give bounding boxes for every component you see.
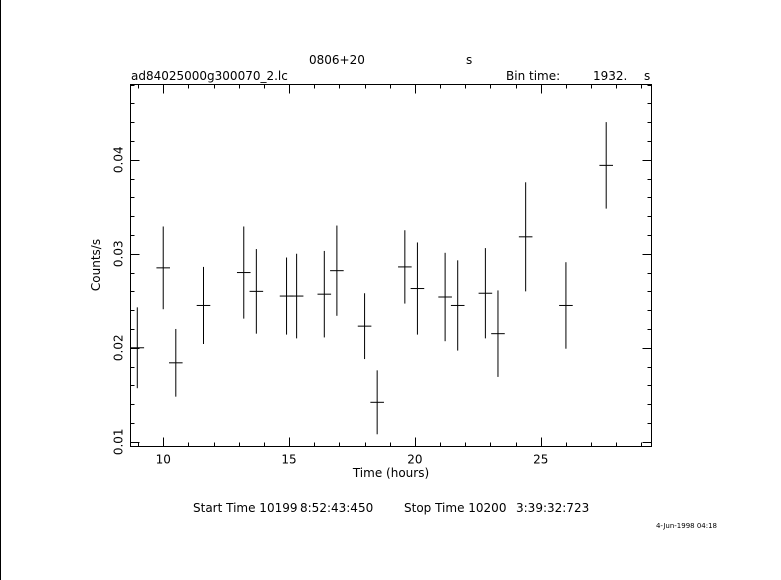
start-time-label: Start Time 10199 bbox=[193, 501, 297, 515]
data-point bbox=[169, 328, 183, 397]
y-tick-label: 0.04 bbox=[112, 146, 126, 173]
data-point bbox=[599, 122, 613, 209]
stop-time-label: Stop Time 10200 bbox=[404, 501, 506, 515]
data-point bbox=[398, 230, 412, 304]
source-unit: s bbox=[466, 53, 472, 67]
data-point bbox=[289, 253, 304, 339]
source-name: 0806+20 bbox=[309, 53, 365, 67]
data-point bbox=[438, 252, 452, 342]
x-tick-label: 15 bbox=[281, 453, 296, 467]
data-point bbox=[478, 248, 493, 339]
plot-frame bbox=[130, 84, 652, 447]
data-point bbox=[330, 225, 344, 316]
x-axis-title: Time (hours) bbox=[352, 466, 429, 480]
bin-time-value: 1932. bbox=[593, 69, 627, 83]
x-tick-label: 25 bbox=[533, 453, 548, 467]
stop-time-value: 3:39:32:723 bbox=[516, 501, 589, 515]
data-point bbox=[559, 262, 573, 349]
data-point bbox=[156, 226, 171, 310]
y-tick-label: 0.02 bbox=[112, 334, 126, 361]
y-tick-label: 0.01 bbox=[112, 428, 126, 455]
data-point bbox=[410, 242, 425, 335]
data-point bbox=[370, 370, 384, 435]
data-point bbox=[249, 249, 264, 334]
x-tick-labels: 10 15 20 25 bbox=[156, 453, 549, 467]
data-point bbox=[317, 250, 332, 338]
data-points bbox=[130, 122, 613, 435]
data-point bbox=[518, 182, 533, 292]
data-point bbox=[236, 226, 251, 319]
y-tick-label: 0.03 bbox=[112, 240, 126, 267]
data-point bbox=[357, 293, 372, 360]
y-tick-labels: 0.01 0.02 0.03 0.04 bbox=[112, 146, 126, 455]
start-time-value: 8:52:43:450 bbox=[300, 501, 373, 515]
x-tick-label: 20 bbox=[407, 453, 422, 467]
bin-time-unit: s bbox=[644, 69, 650, 83]
axis-ticks bbox=[130, 84, 652, 447]
data-point bbox=[491, 290, 505, 377]
bin-time-label: Bin time: bbox=[506, 69, 560, 83]
x-tick-label: 10 bbox=[156, 453, 171, 467]
plot-timestamp: 4-Jun-1998 04:18 bbox=[656, 522, 717, 530]
data-point bbox=[450, 260, 465, 351]
data-point bbox=[196, 266, 211, 345]
file-name: ad84025000g300070_2.lc bbox=[131, 69, 288, 83]
y-axis-title: Counts/s bbox=[89, 239, 103, 291]
data-point bbox=[130, 307, 145, 389]
